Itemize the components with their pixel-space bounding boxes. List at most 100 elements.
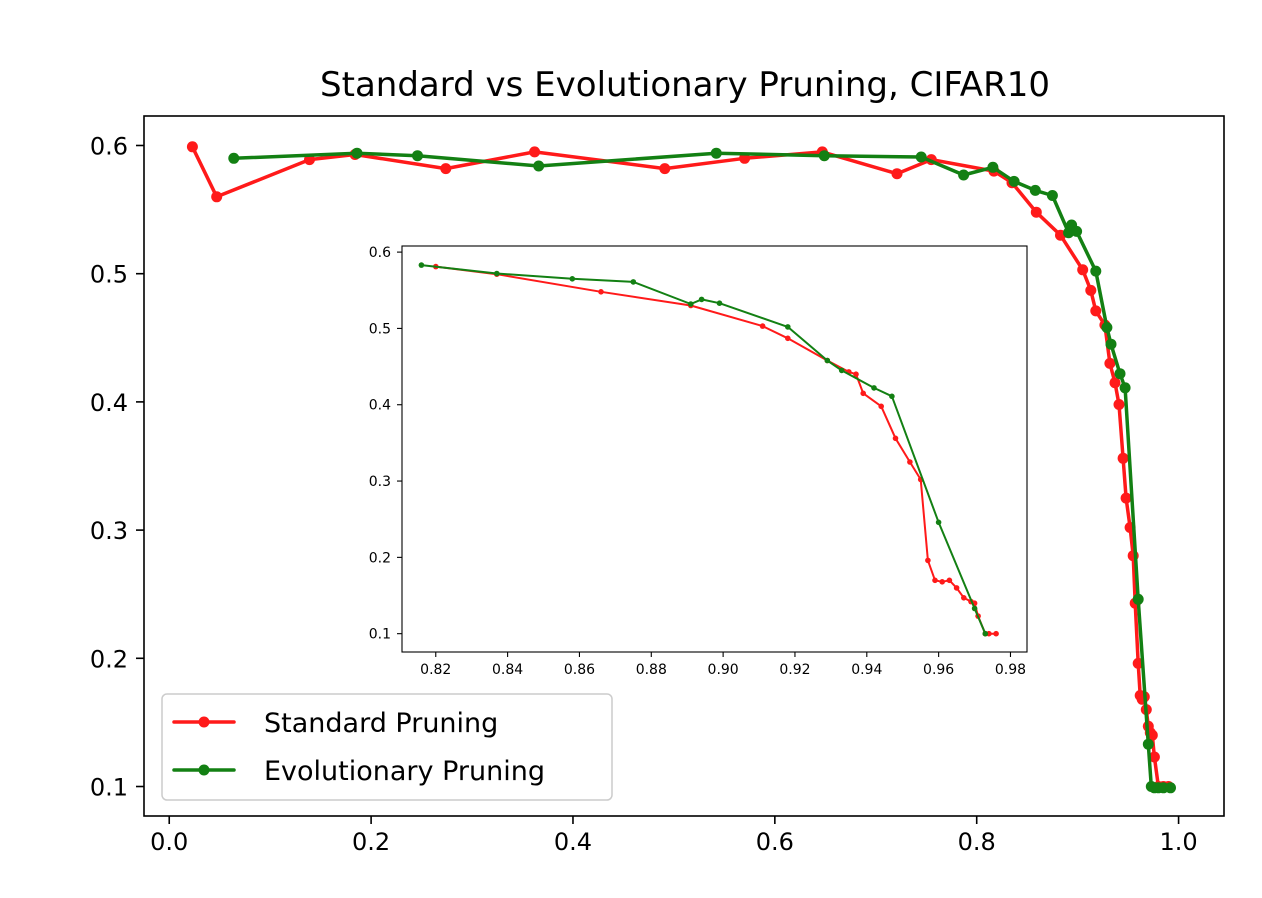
inset-data-point-standard-pruning bbox=[907, 459, 913, 465]
data-point-standard-pruning bbox=[1090, 305, 1102, 317]
data-point-standard-pruning bbox=[659, 163, 671, 175]
data-point-standard-pruning bbox=[529, 146, 541, 158]
inset-data-point-evolutionary-pruning bbox=[971, 605, 978, 612]
data-point-evolutionary-pruning bbox=[710, 147, 722, 159]
inset-data-point-evolutionary-pruning bbox=[838, 367, 845, 374]
inset-data-point-standard-pruning bbox=[892, 435, 899, 442]
data-point-standard-pruning bbox=[1030, 206, 1042, 218]
data-point-standard-pruning bbox=[186, 141, 198, 153]
inset-x-tick-label: 0.98 bbox=[995, 662, 1026, 678]
data-point-standard-pruning bbox=[1077, 264, 1089, 276]
data-point-evolutionary-pruning bbox=[1046, 190, 1058, 201]
inset-data-point-evolutionary-pruning bbox=[630, 279, 637, 285]
inset-data-point-evolutionary-pruning bbox=[935, 519, 942, 526]
inset-x-tick-label: 0.82 bbox=[420, 662, 451, 678]
legend-marker-standard-pruning bbox=[198, 716, 210, 728]
data-point-evolutionary-pruning bbox=[1165, 782, 1176, 794]
inset-data-point-standard-pruning bbox=[946, 577, 953, 584]
inset-data-point-standard-pruning bbox=[961, 595, 967, 601]
x-tick-label: 0.6 bbox=[756, 828, 794, 856]
data-point-standard-pruning bbox=[1120, 492, 1132, 504]
legend-marker-evolutionary-pruning bbox=[198, 764, 210, 776]
inset-data-point-evolutionary-pruning bbox=[698, 296, 705, 303]
inset-data-point-standard-pruning bbox=[993, 630, 999, 637]
data-point-standard-pruning bbox=[891, 168, 903, 180]
y-tick-label: 0.3 bbox=[90, 517, 128, 545]
data-point-standard-pruning bbox=[1109, 377, 1121, 389]
x-tick-label: 1.0 bbox=[1159, 828, 1197, 856]
inset-x-tick-label: 0.86 bbox=[564, 662, 595, 678]
inset-data-point-standard-pruning bbox=[953, 585, 960, 591]
inset-y-tick-label: 0.5 bbox=[369, 321, 391, 337]
main-plot-area: 0.0 0.2 0.4 0.6 0.8 1.0 0.1 0.2 0.3 0.4 0.5 0.6 bbox=[90, 115, 1225, 856]
inset-x-tick-label: 0.90 bbox=[708, 662, 739, 678]
data-point-evolutionary-pruning bbox=[1105, 338, 1117, 350]
inset-axes-frame bbox=[401, 245, 1028, 653]
inset-data-point-evolutionary-pruning bbox=[418, 262, 425, 268]
data-point-evolutionary-pruning bbox=[1132, 593, 1144, 605]
data-point-standard-pruning bbox=[1085, 284, 1097, 296]
inset-data-point-standard-pruning bbox=[939, 579, 945, 585]
y-tick-label: 0.2 bbox=[90, 645, 128, 673]
inset-background bbox=[402, 246, 1027, 652]
y-tick-label: 0.6 bbox=[90, 132, 128, 160]
data-point-evolutionary-pruning bbox=[915, 151, 927, 163]
inset-data-point-evolutionary-pruning bbox=[889, 393, 895, 400]
data-point-standard-pruning bbox=[440, 163, 452, 175]
data-point-evolutionary-pruning bbox=[1071, 225, 1083, 237]
inset-x-tick-label: 0.88 bbox=[636, 662, 667, 678]
x-tick-label: 0.0 bbox=[150, 828, 188, 856]
inset-data-point-standard-pruning bbox=[759, 323, 766, 329]
inset-plot-area: 0.82 0.84 0.86 0.88 0.90 0.92 0.94 0.96 0.98 0.1 0… bbox=[369, 245, 1028, 678]
data-point-evolutionary-pruning bbox=[1142, 738, 1154, 750]
legend-label-standard-pruning: Standard Pruning bbox=[264, 708, 498, 739]
inset-x-tick-label: 0.94 bbox=[851, 662, 882, 678]
inset-data-point-standard-pruning bbox=[925, 557, 931, 564]
inset-data-point-evolutionary-pruning bbox=[824, 357, 831, 364]
x-tick-label: 0.4 bbox=[554, 828, 592, 856]
data-point-standard-pruning bbox=[211, 191, 223, 203]
inset-data-point-evolutionary-pruning bbox=[871, 385, 877, 391]
inset-data-point-standard-pruning bbox=[860, 390, 866, 397]
inset-data-point-standard-pruning bbox=[878, 403, 884, 410]
legend: Standard Pruning Evolutionary Pruning bbox=[161, 693, 613, 801]
inset-y-tick-label: 0.2 bbox=[369, 550, 391, 566]
x-tick-label: 0.8 bbox=[958, 828, 996, 856]
inset-data-point-standard-pruning bbox=[785, 335, 791, 342]
inset-y-tick-label: 0.3 bbox=[369, 474, 391, 490]
inset-data-point-evolutionary-pruning bbox=[569, 276, 576, 282]
data-point-standard-pruning bbox=[1148, 751, 1160, 763]
data-point-evolutionary-pruning bbox=[228, 152, 240, 164]
inset-x-tick-label: 0.92 bbox=[779, 662, 810, 678]
data-point-evolutionary-pruning bbox=[987, 161, 999, 173]
inset-x-tick-label: 0.96 bbox=[923, 662, 954, 678]
inset-y-tick-label: 0.4 bbox=[369, 398, 391, 414]
y-tick-label: 0.4 bbox=[90, 389, 128, 417]
data-point-evolutionary-pruning bbox=[1101, 322, 1113, 333]
data-point-evolutionary-pruning bbox=[1029, 184, 1041, 196]
data-point-standard-pruning bbox=[1117, 452, 1129, 464]
data-point-evolutionary-pruning bbox=[1119, 382, 1131, 394]
x-tick-label: 0.2 bbox=[352, 828, 390, 856]
legend-box bbox=[161, 693, 613, 801]
data-point-evolutionary-pruning bbox=[351, 147, 363, 159]
inset-y-tick-label: 0.1 bbox=[369, 627, 391, 643]
data-point-evolutionary-pruning bbox=[958, 169, 970, 181]
inset-x-tick-label: 0.84 bbox=[492, 662, 523, 678]
data-point-evolutionary-pruning bbox=[1114, 368, 1126, 380]
data-point-standard-pruning bbox=[1104, 357, 1116, 369]
data-point-evolutionary-pruning bbox=[1008, 175, 1020, 187]
inset-data-point-evolutionary-pruning bbox=[494, 270, 500, 277]
inset-data-point-evolutionary-pruning bbox=[716, 300, 723, 307]
legend-label-evolutionary-pruning: Evolutionary Pruning bbox=[264, 756, 545, 787]
inset-data-point-standard-pruning bbox=[932, 577, 938, 584]
data-point-evolutionary-pruning bbox=[533, 160, 545, 172]
data-point-standard-pruning bbox=[1113, 399, 1125, 410]
data-point-evolutionary-pruning bbox=[412, 150, 423, 162]
chart-title: Standard vs Evolutionary Pruning, CIFAR1… bbox=[320, 65, 1050, 105]
data-point-evolutionary-pruning bbox=[818, 150, 830, 162]
y-tick-label: 0.5 bbox=[90, 261, 128, 289]
inset-data-point-evolutionary-pruning bbox=[688, 301, 694, 307]
y-tick-label: 0.1 bbox=[90, 774, 128, 802]
